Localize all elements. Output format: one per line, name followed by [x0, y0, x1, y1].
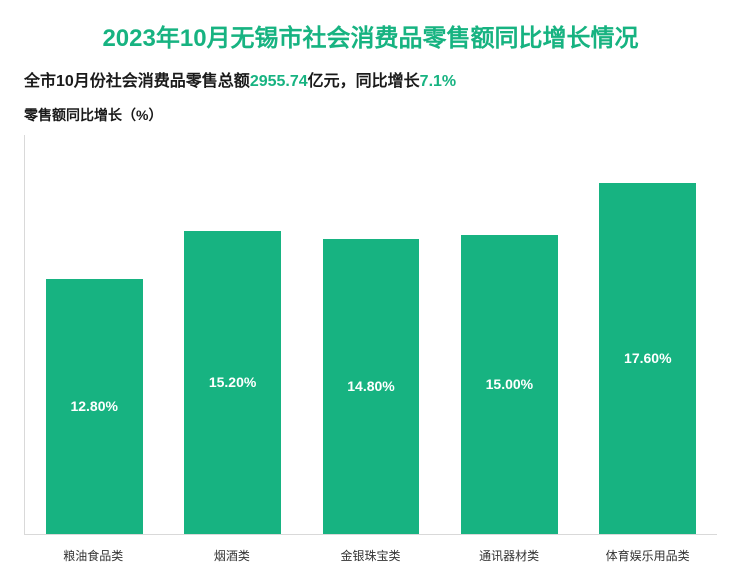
subtitle-growth: 7.1%	[420, 73, 456, 90]
bar: 15.20%	[184, 231, 281, 534]
bar-value-label: 14.80%	[347, 378, 394, 394]
bar: 14.80%	[323, 239, 420, 534]
bar: 12.80%	[46, 279, 143, 534]
x-axis-label: 粮油食品类	[24, 547, 163, 564]
bar-value-label: 17.60%	[624, 350, 671, 366]
plot-area: 12.80% 15.20% 14.80% 15.00% 17.60%	[24, 135, 717, 535]
y-axis-title: 零售额同比增长（%）	[24, 105, 717, 125]
bar: 17.60%	[599, 183, 696, 534]
bar-slot: 17.60%	[579, 135, 717, 534]
x-axis-label: 体育娱乐用品类	[578, 547, 717, 564]
bar-slot: 15.20%	[163, 135, 301, 534]
chart-subtitle: 全市10月份社会消费品零售总额2955.74亿元，同比增长7.1%	[24, 67, 717, 91]
bar-slot: 15.00%	[440, 135, 578, 534]
subtitle-amount: 2955.74	[250, 73, 308, 90]
chart-title: 2023年10月无锡市社会消费品零售额同比增长情况	[24, 18, 717, 53]
bar-value-label: 15.00%	[486, 376, 533, 392]
bar-slot: 14.80%	[302, 135, 440, 534]
bar-value-label: 12.80%	[70, 398, 117, 414]
x-axis-label: 烟酒类	[163, 547, 302, 564]
bar: 15.00%	[461, 235, 558, 534]
subtitle-unit: 亿元，同比增长	[308, 73, 420, 90]
subtitle-prefix: 全市10月份社会消费品零售总额	[24, 73, 250, 90]
x-axis-label: 金银珠宝类	[301, 547, 440, 564]
x-axis-label: 通讯器材类	[440, 547, 579, 564]
x-axis-labels: 粮油食品类烟酒类金银珠宝类通讯器材类体育娱乐用品类	[24, 535, 717, 564]
chart-container: 2023年10月无锡市社会消费品零售额同比增长情况 全市10月份社会消费品零售总…	[0, 0, 741, 583]
bar-slot: 12.80%	[25, 135, 163, 534]
bar-value-label: 15.20%	[209, 374, 256, 390]
